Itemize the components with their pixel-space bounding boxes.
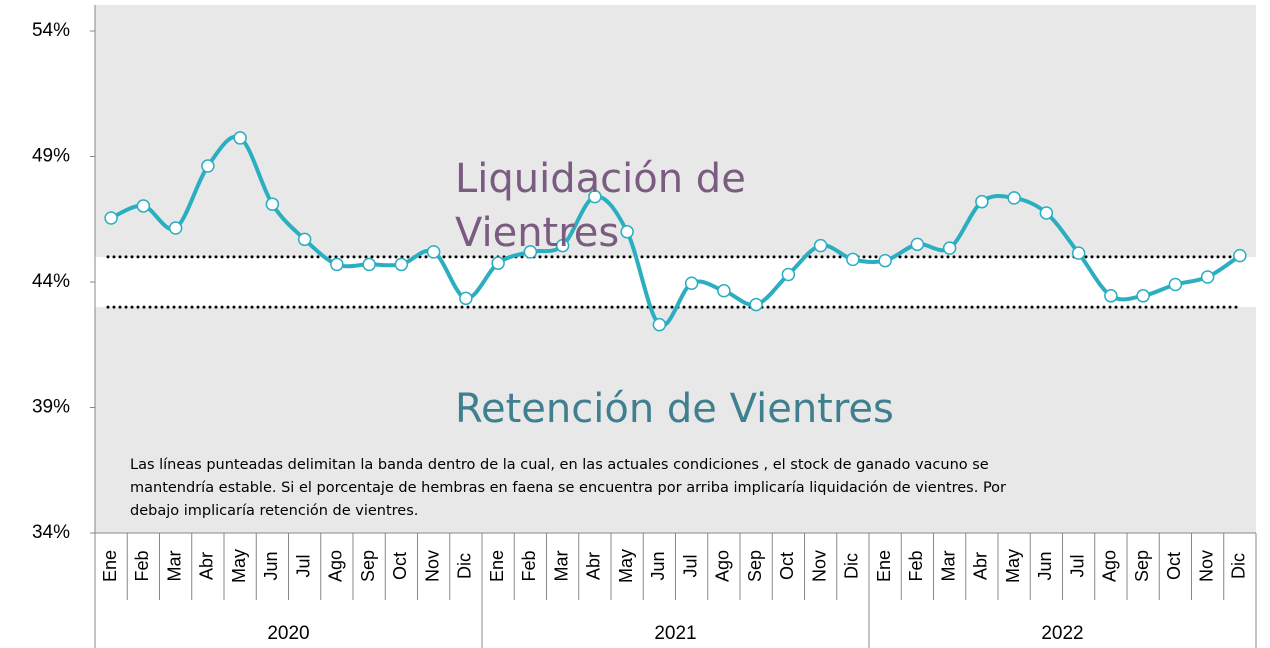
x-tick-label: May <box>1003 549 1023 583</box>
data-point <box>1136 289 1150 303</box>
data-point <box>330 257 344 272</box>
data-point <box>136 199 151 213</box>
x-tick-label: Oct <box>777 552 797 580</box>
x-tick-label: May <box>616 549 636 583</box>
data-point <box>717 284 731 298</box>
data-point <box>652 317 667 332</box>
x-tick-label: Abr <box>971 552 991 580</box>
data-point <box>684 276 699 291</box>
x-tick-label: Jul <box>1067 554 1087 577</box>
data-point <box>459 291 473 306</box>
x-tick-label: Feb <box>132 550 152 581</box>
x-tick-label: Oct <box>1164 552 1184 580</box>
y-tick-label: 34% <box>32 522 70 543</box>
annotation-note: Las líneas punteadas delimitan la banda … <box>130 457 1007 519</box>
data-point <box>362 257 376 272</box>
x-tick-label: Mar <box>551 550 571 581</box>
x-tick-label: Sep <box>745 550 765 582</box>
data-point <box>168 221 183 235</box>
x-tick-label: Jun <box>648 551 668 580</box>
x-tick-label: Oct <box>390 552 410 580</box>
data-point <box>620 225 634 239</box>
data-point <box>491 256 505 270</box>
annotation-liquidacion: Liquidación de Vientres <box>455 156 746 256</box>
data-point <box>1168 277 1183 292</box>
x-tick-label: Jun <box>1035 551 1055 580</box>
y-tick-label: 44% <box>32 271 70 292</box>
data-point <box>201 159 215 173</box>
x-tick-label: Ene <box>487 550 507 582</box>
data-point <box>942 241 957 255</box>
data-point <box>426 245 441 259</box>
x-tick-label: Feb <box>519 550 539 581</box>
x-tick-label: Jun <box>261 551 281 580</box>
data-point <box>910 237 925 252</box>
x-tick-label: Mar <box>938 550 958 581</box>
x-tick-label: May <box>229 549 249 583</box>
data-point <box>813 238 828 253</box>
x-tick-label: Dic <box>842 553 862 579</box>
x-tick-label: Mar <box>164 550 184 581</box>
data-point <box>297 232 312 247</box>
data-point <box>233 131 247 145</box>
data-point <box>781 267 796 282</box>
data-point <box>1104 289 1118 303</box>
annotation-retencion: Retención de Vientres <box>455 386 894 432</box>
x-tick-label: Abr <box>197 552 217 580</box>
data-point <box>1039 206 1054 220</box>
x-tick-label: Feb <box>906 550 926 581</box>
data-point <box>394 257 409 272</box>
data-point <box>1233 248 1247 263</box>
x-tick-label: Jul <box>293 554 313 577</box>
x-tick-label: Dic <box>1229 553 1249 579</box>
x-tick-label: Ago <box>1100 550 1120 582</box>
data-point <box>1200 270 1215 284</box>
x-tick-label: Sep <box>358 550 378 582</box>
x-group-label: 2021 <box>654 623 696 644</box>
data-point <box>555 238 570 253</box>
x-tick-label: Nov <box>809 550 829 582</box>
x-tick-label: Nov <box>1196 550 1216 582</box>
data-point <box>104 211 118 225</box>
data-point <box>265 197 280 211</box>
x-tick-label: Abr <box>584 552 604 580</box>
x-tick-label: Ago <box>326 550 346 582</box>
data-point <box>1007 191 1021 205</box>
data-point <box>846 252 860 267</box>
x-tick-label: Dic <box>455 553 475 579</box>
x-group-label: 2022 <box>1041 623 1083 644</box>
data-point <box>1071 246 1086 260</box>
y-tick-label: 49% <box>32 146 70 167</box>
y-tick-label: 54% <box>32 20 70 41</box>
x-tick-label: Nov <box>422 550 442 582</box>
stable-band <box>95 256 1256 308</box>
data-point <box>878 253 892 268</box>
x-group-label: 2020 <box>267 623 309 644</box>
data-point <box>588 189 602 204</box>
data-point <box>749 297 763 312</box>
x-tick-label: Ago <box>713 550 733 582</box>
x-tick-label: Ene <box>100 550 120 582</box>
x-tick-label: Sep <box>1132 550 1152 582</box>
data-point <box>523 245 538 259</box>
x-tick-label: Ene <box>874 550 894 582</box>
y-tick-label: 39% <box>32 397 70 418</box>
data-point <box>975 194 989 209</box>
x-tick-label: Jul <box>680 554 700 577</box>
